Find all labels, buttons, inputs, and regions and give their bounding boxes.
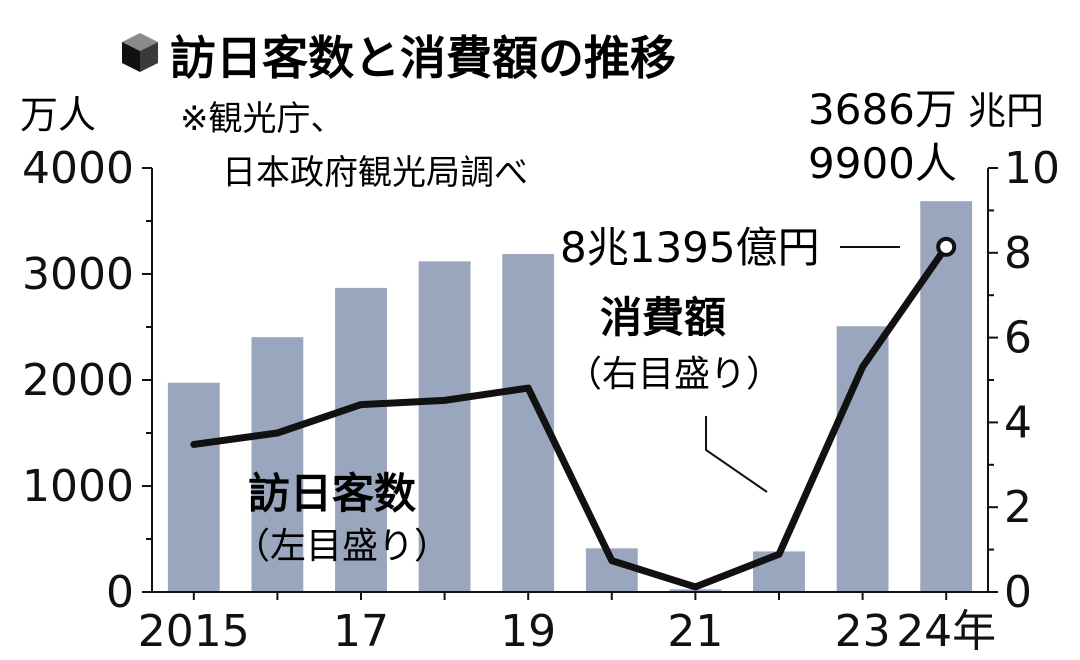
visitors-series-note: （左目盛り） bbox=[234, 526, 450, 567]
cube-icon bbox=[122, 33, 158, 72]
spending-series-name: 消費額 bbox=[600, 293, 726, 342]
left-axis-unit: 万人 bbox=[20, 93, 96, 137]
right-axis-tick-label: 4 bbox=[1004, 397, 1032, 448]
x-axis-tick-label: 19 bbox=[500, 606, 556, 657]
spending-line bbox=[190, 243, 950, 591]
spending-last-annotation-text: 8兆1395億円 bbox=[560, 223, 820, 272]
spending-series-note: （右目盛り） bbox=[566, 354, 782, 395]
source-line-1: ※観光庁、 bbox=[180, 99, 345, 139]
right-axis-tick-label: 10 bbox=[1004, 143, 1060, 194]
visitors-series-label: 訪日客数 （左目盛り） bbox=[234, 469, 450, 567]
visitors-bar bbox=[418, 261, 471, 592]
x-axis-tick-label: 21 bbox=[667, 606, 723, 657]
visitors-bar bbox=[335, 287, 387, 592]
spending-label-leader bbox=[705, 416, 768, 493]
right-axis-tick-label: 6 bbox=[1004, 313, 1032, 364]
left-axis-tick-label: 3000 bbox=[22, 249, 134, 300]
x-axis-tick-label: 24年 bbox=[896, 606, 996, 657]
plot-area: 0 1000 2000 3000 4000 0 2 4 6 8 10 2015 17 19 21 23 24年 bbox=[22, 143, 1060, 657]
left-axis-tick-label: 4000 bbox=[22, 143, 134, 194]
left-axis-tick-label: 0 bbox=[106, 567, 134, 618]
spending-last-annotation: 8兆1395億円 bbox=[560, 223, 900, 272]
spending-series-label: 消費額 （右目盛り） bbox=[566, 293, 782, 493]
chart-title-group: 訪日客数と消費額の推移 bbox=[122, 31, 676, 85]
visitors-bar bbox=[669, 589, 722, 592]
visitors-last-annotation: 3686万 9900人 bbox=[808, 85, 957, 188]
spending-last-point-marker bbox=[936, 236, 957, 257]
right-axis-tick-label: 8 bbox=[1004, 228, 1032, 279]
visitors-bar bbox=[167, 382, 220, 592]
visitors-bar bbox=[251, 337, 304, 592]
visitors-last-annotation-line-2: 9900人 bbox=[808, 139, 957, 188]
chart-title: 訪日客数と消費額の推移 bbox=[170, 31, 676, 85]
source-line-2: 日本政府観光局調べ bbox=[222, 153, 528, 193]
x-axis-tick-label: 2015 bbox=[138, 606, 250, 657]
left-axis-tick-label: 1000 bbox=[22, 461, 134, 512]
right-axis-tick-label: 0 bbox=[1004, 567, 1032, 618]
right-axis-unit: 兆円 bbox=[968, 89, 1044, 133]
x-axis-tick-label: 23 bbox=[835, 606, 891, 657]
visitors-series-name: 訪日客数 bbox=[248, 469, 416, 518]
left-axis-tick-label: 2000 bbox=[22, 355, 134, 406]
visitors-bar bbox=[920, 201, 973, 593]
x-axis-tick-label: 17 bbox=[333, 606, 389, 657]
visitors-last-annotation-line-1: 3686万 bbox=[808, 85, 957, 134]
right-axis-tick-label: 2 bbox=[1004, 482, 1032, 533]
